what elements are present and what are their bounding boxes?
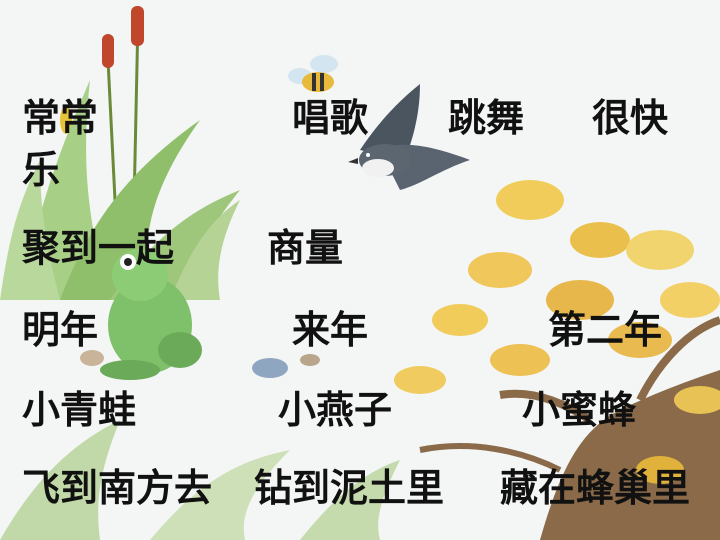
word-xiaoyanzi: 小燕子 <box>278 388 393 432</box>
word-changchang: 常常 <box>22 96 99 140</box>
word-changge: 唱歌 <box>292 96 369 140</box>
bee-icon <box>288 55 338 92</box>
word-henkuai: 很快 <box>592 96 669 140</box>
word-mingnian: 明年 <box>22 308 99 352</box>
word-xiaoqingwa: 小青蛙 <box>22 388 137 432</box>
word-lainian: 来年 <box>292 308 369 352</box>
grass-tuft-icon <box>0 420 400 540</box>
pebble-icon <box>80 350 320 378</box>
word-tiaowu: 跳舞 <box>448 96 525 140</box>
word-judaoyiqi: 聚到一起 <box>22 226 175 270</box>
autumn-tree-icon <box>394 180 720 540</box>
word-xiaomifeng: 小蜜蜂 <box>522 388 637 432</box>
word-dierrnian: 第二年 <box>548 308 663 352</box>
swallow-icon <box>348 84 470 190</box>
grass-tuft-icon <box>0 80 240 300</box>
frog-icon <box>100 249 202 380</box>
word-cangzaifengchaoli: 藏在蜂巢里 <box>500 466 691 510</box>
word-feidaonanfangqu: 飞到南方去 <box>22 466 213 510</box>
word-henkuai-wrap: 乐 <box>22 148 61 192</box>
word-zuandaonituli: 钻到泥土里 <box>254 466 445 510</box>
word-shangliang: 商量 <box>267 226 344 270</box>
